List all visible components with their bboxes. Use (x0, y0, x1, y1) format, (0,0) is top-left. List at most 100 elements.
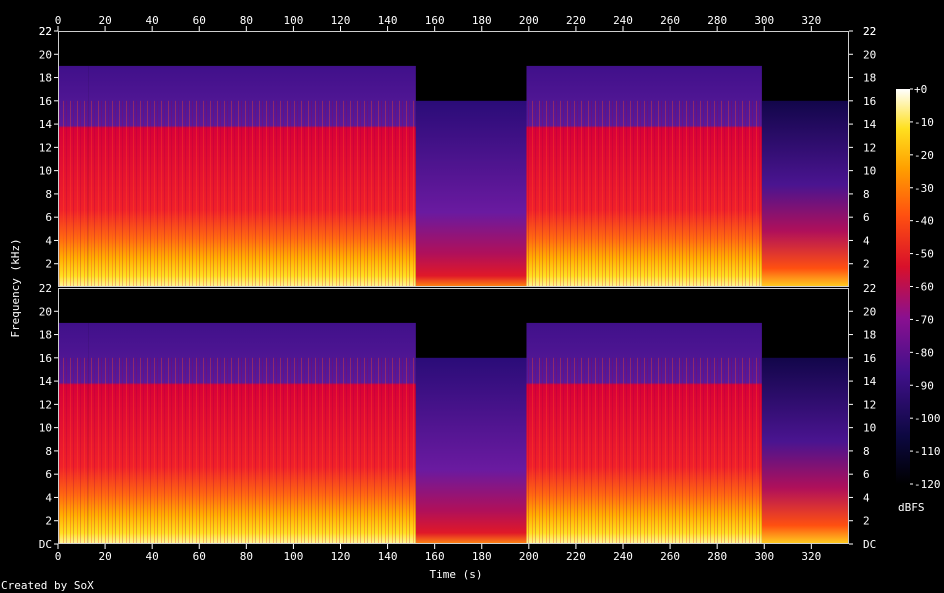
colorbar-tick-label: +0 (914, 83, 927, 96)
y-tick-label: 14 (39, 118, 53, 131)
x-tick-label-top: 0 (55, 14, 62, 27)
y-tick-label-right: 10 (863, 422, 876, 435)
x-tick-label-top: 100 (283, 14, 303, 27)
y-tick-label: 8 (45, 445, 52, 458)
colorbar-tick-label: -10 (914, 116, 934, 129)
spectrum-streaks (88, 357, 416, 544)
spectrum-region (761, 357, 849, 544)
y-tick-label: 20 (39, 305, 52, 318)
colorbar-label: dBFS (898, 501, 925, 514)
x-tick-label-top: 80 (240, 14, 253, 27)
x-tick-label-top: 20 (98, 14, 111, 27)
x-tick-label-top: 240 (613, 14, 633, 27)
x-axis-label: Time (s) (430, 568, 483, 581)
colorbar-tick-label: -90 (914, 379, 934, 392)
y-tick-label: 4 (45, 491, 52, 504)
spectrum-region (415, 100, 527, 288)
y-tick-label: 12 (39, 398, 52, 411)
x-tick-label: 120 (331, 550, 351, 563)
credit-text: Created by SoX (1, 579, 94, 592)
y-tick-label-right: 18 (863, 329, 876, 342)
spectrum-region (761, 100, 849, 288)
y-tick-label: 6 (45, 468, 52, 481)
y-tick-label: 22 (39, 282, 52, 295)
y-tick-label-right: 12 (863, 398, 876, 411)
x-tick-label: 100 (283, 550, 303, 563)
y-tick-label: 16 (39, 352, 52, 365)
colorbar-tick-label: -110 (914, 445, 941, 458)
y-tick-label: 22 (39, 25, 52, 38)
x-tick-label-top: 120 (331, 14, 351, 27)
spectrum-streaks (58, 357, 89, 544)
spectrum-region (415, 357, 527, 544)
x-tick-label: 200 (519, 550, 539, 563)
y-tick-label-right: 20 (863, 305, 876, 318)
y-tick-label: 6 (45, 211, 52, 224)
y-tick-label-right: 6 (863, 468, 870, 481)
x-tick-label-top: 260 (660, 14, 680, 27)
x-tick-label-top: 300 (754, 14, 774, 27)
y-tick-label-right: 8 (863, 188, 870, 201)
x-tick-label-top: 40 (146, 14, 159, 27)
x-tick-label: 220 (566, 550, 586, 563)
colorbar-tick-label: -60 (914, 281, 934, 294)
panel-frame (58, 288, 849, 544)
colorbar-tick-label: -100 (914, 412, 941, 425)
y-tick-label: 12 (39, 141, 52, 154)
x-tick-label-top: 160 (425, 14, 445, 27)
y-tick-label-right: 14 (863, 118, 877, 131)
y-tick-label-right: 16 (863, 352, 876, 365)
spectrum-streaks (88, 100, 416, 288)
spectrum-streaks (526, 357, 762, 544)
spectrogram-panels (58, 31, 849, 544)
x-tick-label: 20 (98, 550, 111, 563)
x-tick-label: 320 (801, 550, 821, 563)
x-tick-label: 0 (55, 550, 62, 563)
colorbar-tick-label: -20 (914, 149, 934, 162)
x-tick-label-top: 200 (519, 14, 539, 27)
colorbar-tick-label: -70 (914, 313, 934, 326)
x-tick-label: 140 (378, 550, 398, 563)
spectrum-streaks (526, 100, 762, 288)
y-tick-label: 8 (45, 188, 52, 201)
y-tick-label: 2 (45, 258, 52, 271)
y-tick-label-right: 2 (863, 258, 870, 271)
y-tick-label-right: 12 (863, 141, 876, 154)
colorbar-tick-label: -80 (914, 346, 934, 359)
y-tick-label: 20 (39, 48, 52, 61)
y-tick-label: 18 (39, 72, 52, 85)
x-tick-label-top: 60 (193, 14, 206, 27)
y-tick-label-right: 10 (863, 165, 876, 178)
y-tick-label-right: DC (863, 538, 876, 551)
y-tick-label-right: 20 (863, 48, 876, 61)
y-tick-label: 14 (39, 375, 53, 388)
x-tick-label: 80 (240, 550, 253, 563)
y-tick-label: 22 (39, 25, 52, 38)
x-tick-label: 160 (425, 550, 445, 563)
spectrum-streaks (58, 100, 89, 288)
y-tick-label-right: 6 (863, 211, 870, 224)
x-tick-label-top: 180 (472, 14, 492, 27)
y-tick-label: DC (39, 538, 52, 551)
x-tick-label-top: 320 (801, 14, 821, 27)
y-tick-label-right: 18 (863, 72, 876, 85)
x-tick-label-top: 140 (378, 14, 398, 27)
colorbar-tick-label: -30 (914, 182, 934, 195)
y-tick-label: 10 (39, 165, 52, 178)
y-tick-label: 4 (45, 234, 52, 247)
y-tick-label: 2 (45, 515, 52, 528)
y-tick-label-right: 22 (863, 25, 876, 38)
y-tick-label-right: 4 (863, 491, 870, 504)
x-tick-label: 280 (707, 550, 727, 563)
colorbar-tick-label: -50 (914, 248, 934, 261)
y-tick-label: 10 (39, 422, 52, 435)
y-axis-label: Frequency (kHz) (9, 238, 22, 337)
y-tick-label-right: 16 (863, 95, 876, 108)
y-tick-label-right: 8 (863, 445, 870, 458)
y-tick-label-right: 22 (863, 282, 876, 295)
x-tick-label: 240 (613, 550, 633, 563)
colorbar: +0 -10 -20 -30 -40 -50 -60 -70 -80 -90 -100 -110 -12… (896, 83, 941, 491)
panel-frame (58, 31, 849, 287)
colorbar-tick-label: -120 (914, 478, 941, 491)
